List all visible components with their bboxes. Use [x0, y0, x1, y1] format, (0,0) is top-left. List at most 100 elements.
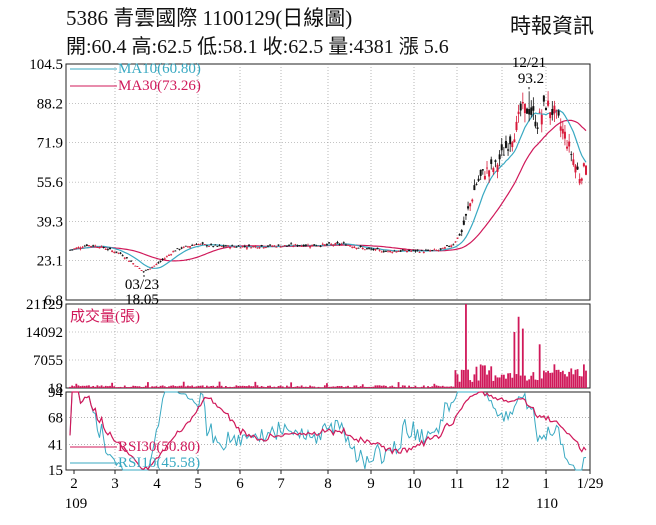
volume-bar	[540, 378, 543, 388]
volume-bar	[121, 387, 124, 388]
candle-body	[254, 246, 257, 248]
volume-bar	[450, 386, 453, 388]
candle-body	[277, 244, 280, 246]
price-tick-label: 88.2	[37, 96, 63, 112]
volume-bar	[452, 386, 455, 388]
volume-bar	[399, 387, 402, 388]
x-tick-label: 6	[236, 476, 244, 492]
candle-body	[199, 243, 202, 245]
volume-bar	[345, 386, 347, 388]
volume-bar	[149, 387, 151, 388]
volume-bar	[534, 379, 537, 388]
volume-bar	[410, 386, 413, 388]
rsi30-line	[69, 391, 587, 471]
candle-body	[81, 247, 84, 249]
volume-bar	[376, 385, 379, 388]
candle-body	[536, 127, 539, 129]
volume-bar	[505, 378, 507, 388]
candle-body	[479, 170, 482, 176]
volume-bar	[151, 386, 154, 388]
rsi-tick-label: 15	[48, 463, 63, 479]
volume-bar	[359, 386, 362, 388]
x-tick-label: 3	[111, 476, 119, 492]
x-tick-label: 4	[153, 476, 161, 492]
candle-body	[477, 178, 480, 181]
candle-body	[340, 243, 343, 245]
volume-bar	[576, 369, 579, 388]
candle-body	[266, 245, 269, 247]
price-tick-label: 6.8	[44, 293, 63, 309]
candle-body	[368, 247, 371, 249]
volume-bar	[448, 386, 451, 388]
candle-body	[104, 249, 107, 250]
price-tick-label: 71.9	[37, 136, 63, 152]
candle-body	[189, 246, 192, 248]
candle-body	[220, 246, 223, 247]
volume-bar	[88, 385, 90, 388]
candle-body	[384, 251, 387, 252]
volume-bar	[456, 374, 459, 388]
candle-body	[460, 230, 463, 233]
candlesticks	[69, 91, 587, 273]
volume-bar	[184, 386, 187, 388]
volume-bar	[526, 380, 528, 388]
high-value-label: 93.2	[518, 71, 544, 87]
volume-bar	[296, 386, 299, 388]
x-tick-label: 7	[277, 476, 285, 492]
volume-bar	[570, 368, 573, 388]
volume-bar	[300, 385, 303, 388]
volume-bar	[334, 386, 337, 388]
year-label: 110	[536, 496, 558, 512]
candle-body	[361, 247, 364, 249]
volume-bar	[479, 364, 482, 388]
candle-body	[410, 250, 413, 252]
candle-body	[566, 146, 569, 149]
volume-bar	[315, 387, 318, 388]
volume-bar	[441, 385, 444, 388]
volume-bar	[549, 372, 552, 388]
volume-bar	[77, 385, 80, 388]
candle-body	[492, 168, 495, 172]
volume-bar	[378, 385, 381, 388]
candle-body	[403, 249, 406, 251]
candle-body	[136, 266, 139, 267]
candle-body	[395, 251, 398, 253]
candle-body	[302, 245, 305, 247]
ma30-legend-label: MA30(73.26)	[118, 78, 201, 94]
volume-bar	[248, 385, 250, 388]
volume-bar	[111, 382, 114, 388]
candle-body	[130, 260, 133, 262]
volume-bar	[302, 386, 305, 388]
volume-bar	[298, 386, 301, 388]
candle-body	[328, 242, 331, 244]
volume-bar	[174, 386, 177, 388]
volume-bar	[107, 386, 109, 388]
volume-bar	[128, 387, 130, 388]
volume-bar	[347, 385, 349, 388]
candle-body	[521, 101, 524, 104]
volume-bar	[391, 385, 394, 388]
candle-body	[538, 111, 541, 113]
volume-bar	[342, 387, 345, 388]
candle-body	[165, 256, 168, 258]
candle-body	[163, 258, 166, 260]
candle-body	[353, 246, 356, 248]
candle-body	[283, 245, 286, 246]
candle-body	[229, 247, 232, 249]
volume-bar	[155, 386, 158, 388]
candle-body	[243, 246, 246, 247]
candle-body	[167, 254, 170, 256]
candle-body	[574, 165, 577, 173]
candle-body	[159, 261, 162, 262]
candle-body	[115, 251, 118, 253]
volume-bar	[338, 386, 341, 388]
volume-bar	[511, 377, 514, 388]
volume-bar	[321, 387, 324, 388]
volume-bar	[416, 387, 419, 388]
candle-body	[144, 269, 147, 271]
candle-body	[412, 249, 415, 251]
candle-body	[382, 250, 385, 252]
candle-body	[439, 248, 442, 250]
volume-bar	[250, 386, 253, 388]
